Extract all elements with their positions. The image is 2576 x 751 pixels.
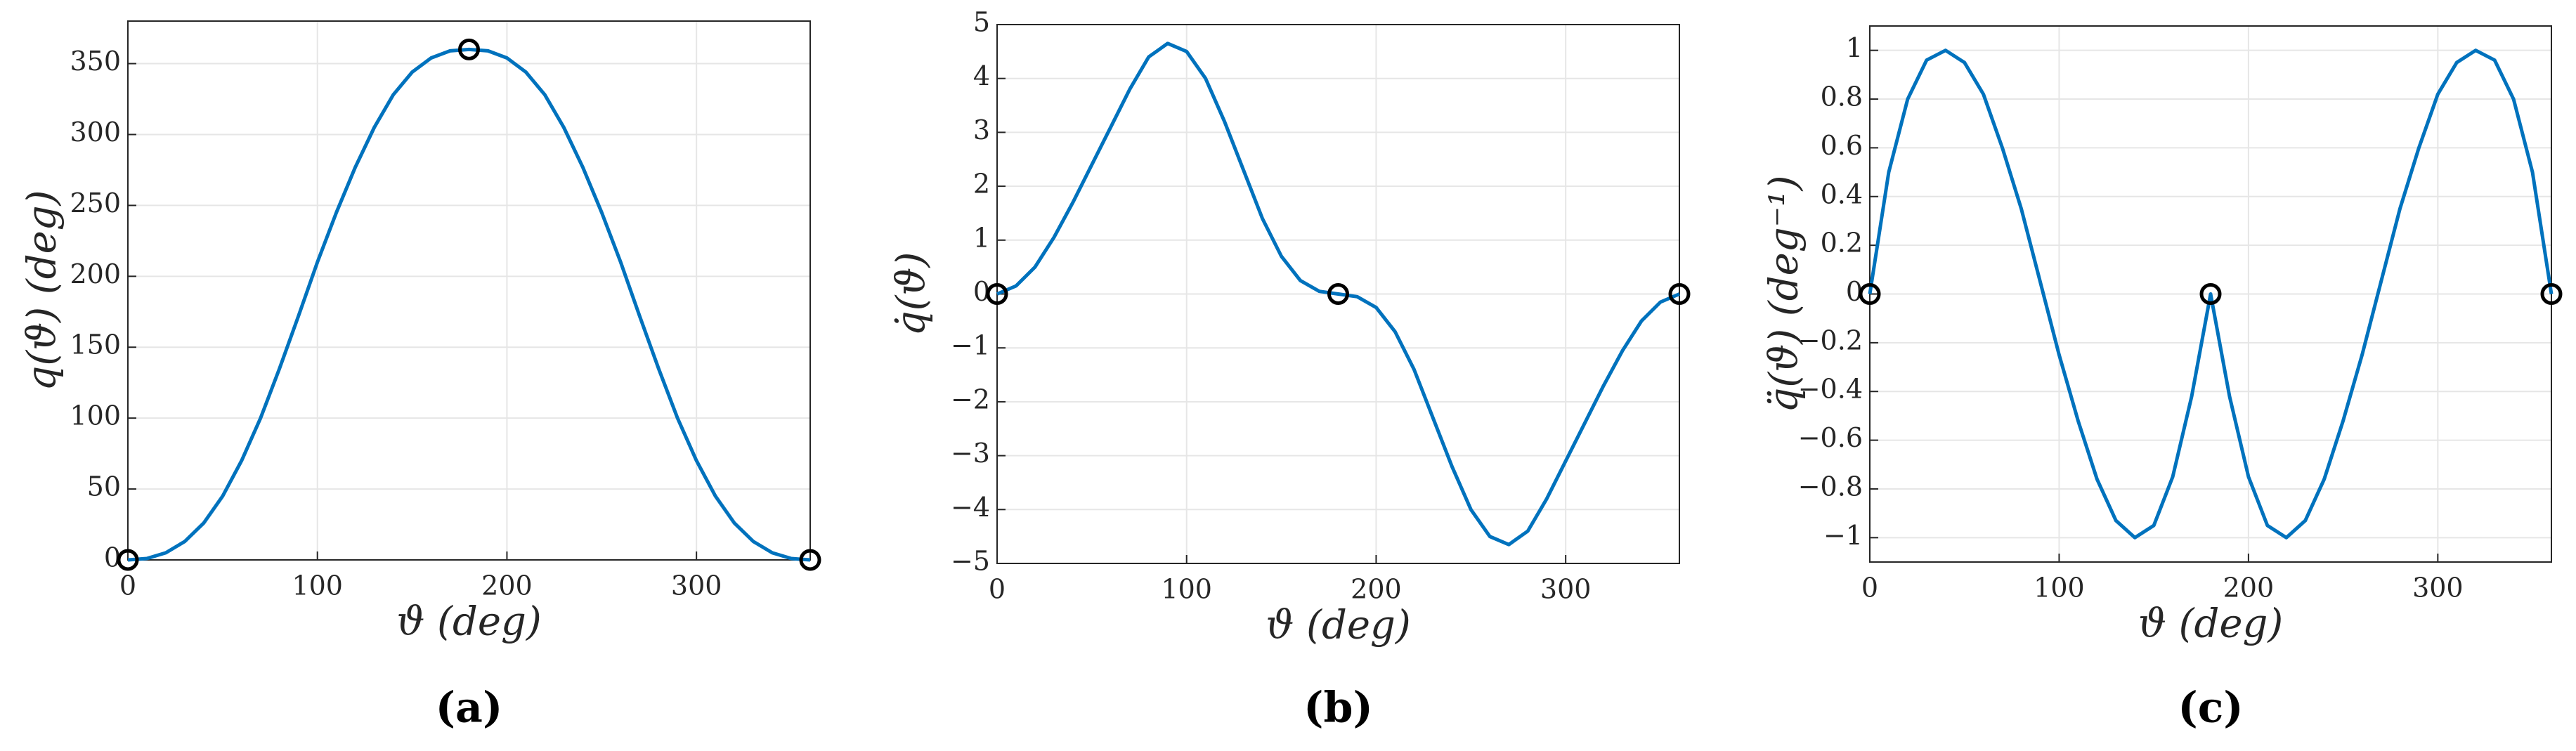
y-tick-label: −0.4 [1798, 374, 1863, 405]
y-tick-label: 4 [973, 60, 990, 91]
marker [2199, 283, 2222, 305]
x-tick-label: 100 [292, 570, 343, 601]
marker [117, 549, 139, 571]
marker [799, 549, 821, 571]
y-tick-label: 50 [87, 471, 121, 502]
x-tick-label: 100 [1161, 574, 1212, 605]
y-tick-label: −4 [951, 492, 990, 523]
x-tick-label: 300 [1540, 574, 1592, 605]
y-tick-label: 1 [973, 222, 990, 253]
x-tick-label: 200 [2223, 573, 2275, 603]
y-tick-label: 3 [973, 115, 990, 145]
x-tick-label: 300 [671, 570, 722, 601]
y-axis-label: q̈(ϑ) (deg⁻¹) [1762, 176, 1807, 413]
x-tick-label: 100 [2034, 573, 2085, 603]
y-tick-label: −2 [951, 384, 990, 414]
marker [2540, 283, 2563, 305]
y-axis-label: q̇(ϑ) [889, 252, 935, 337]
x-tick-label: 200 [1351, 574, 1402, 605]
x-axis-label: ϑ (deg) [1266, 603, 1410, 648]
marker [1668, 283, 1691, 305]
y-tick-label: −3 [951, 438, 990, 469]
y-tick-label: −5 [951, 546, 990, 577]
x-tick-label: 0 [119, 570, 136, 601]
x-tick-label: 0 [1861, 573, 1878, 603]
y-tick-label: −0.2 [1798, 325, 1863, 355]
y-tick-label: 0.8 [1821, 81, 1863, 112]
y-axis-label: q(ϑ) (deg) [20, 190, 65, 391]
y-tick-label: 5 [973, 7, 990, 38]
y-tick-label: 100 [70, 400, 121, 431]
y-tick-label: 350 [70, 46, 121, 77]
data-line [996, 41, 1680, 547]
x-tick-label: 300 [2412, 573, 2464, 603]
caption: (b) [1303, 684, 1373, 733]
y-tick-label: 300 [70, 117, 121, 148]
y-tick-label: −0.8 [1798, 471, 1863, 502]
caption: (c) [2178, 684, 2243, 733]
y-tick-label: 250 [70, 188, 121, 218]
y-tick-label: 0.2 [1821, 228, 1863, 259]
y-tick-label: 1 [1846, 32, 1863, 63]
plot-frame [127, 20, 811, 561]
x-tick-label: 200 [481, 570, 533, 601]
y-tick-label: 2 [973, 169, 990, 200]
data-line [1868, 48, 2554, 540]
marker [986, 283, 1008, 305]
y-tick-label: 150 [70, 329, 121, 360]
marker [458, 38, 480, 60]
y-tick-label: −1 [1823, 520, 1863, 551]
marker [1859, 283, 1881, 305]
caption: (a) [436, 684, 503, 733]
y-tick-label: 200 [70, 259, 121, 289]
marker [1327, 283, 1349, 305]
x-axis-label: ϑ (deg) [2138, 601, 2283, 647]
x-axis-label: ϑ (deg) [396, 599, 541, 645]
y-tick-label: −0.6 [1798, 422, 1863, 453]
y-tick-label: −1 [951, 330, 990, 361]
y-tick-label: 0.4 [1821, 178, 1863, 209]
x-tick-label: 0 [989, 574, 1006, 605]
y-tick-label: 0.6 [1821, 130, 1863, 161]
data-line [127, 47, 811, 562]
